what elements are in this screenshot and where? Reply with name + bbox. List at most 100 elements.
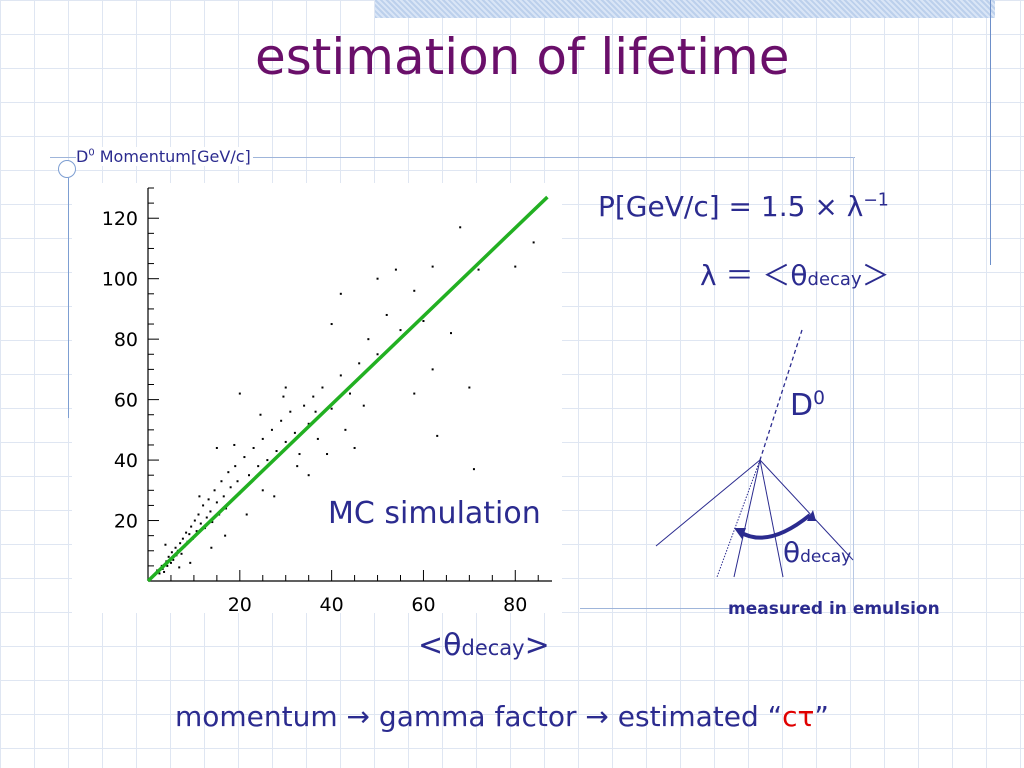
data-point — [472, 468, 475, 471]
data-point — [385, 313, 388, 316]
data-point — [303, 404, 306, 407]
right-decoration-line — [990, 0, 991, 265]
x-axis-label: <θdecay> — [418, 628, 550, 663]
data-point — [245, 513, 248, 516]
data-point — [167, 555, 170, 558]
data-point — [210, 546, 213, 549]
d0-label-text: D — [790, 388, 814, 423]
data-point — [326, 453, 329, 456]
c-tau-highlight: cτ — [782, 700, 815, 733]
data-point — [314, 410, 317, 413]
data-point — [236, 480, 239, 483]
lambda-formula-prefix: λ ＝ ＜θ — [700, 259, 808, 292]
y-tick-label: 60 — [114, 390, 138, 412]
scatter-plot-svg: 20 40 60 80 100 120 20 40 60 80 — [102, 187, 552, 616]
data-point — [450, 332, 452, 335]
decay-track-center-left — [733, 459, 761, 578]
decay-diagram — [655, 329, 854, 578]
data-point — [270, 428, 273, 431]
decay-track-left — [655, 459, 761, 547]
theta-subscript: decay — [800, 547, 852, 567]
data-point — [225, 507, 228, 510]
x-axis-label-prefix: <θ — [418, 628, 462, 663]
conclusion-line: momentum → gamma factor → estimated “cτ” — [175, 700, 829, 733]
data-point — [477, 268, 480, 271]
data-point — [316, 437, 319, 440]
data-point — [413, 289, 416, 292]
data-point — [197, 513, 200, 516]
data-point — [280, 419, 283, 422]
top-decoration-bar — [375, 0, 995, 18]
data-point — [307, 474, 310, 477]
data-point — [158, 572, 161, 575]
data-point — [222, 495, 225, 498]
data-point — [169, 561, 172, 564]
data-point — [422, 320, 425, 323]
data-point — [185, 531, 188, 534]
divider-circle-ornament — [58, 160, 76, 178]
data-point — [284, 440, 287, 443]
data-point — [193, 519, 196, 522]
theta-symbol: θ — [783, 536, 801, 569]
data-point — [330, 323, 333, 326]
data-point — [298, 453, 301, 456]
header-divider-line — [50, 157, 855, 158]
data-point — [224, 534, 227, 537]
data-point — [284, 386, 287, 389]
data-point — [238, 392, 241, 395]
data-point — [376, 353, 379, 356]
data-point — [205, 516, 208, 519]
data-point — [243, 456, 246, 459]
data-point — [234, 465, 237, 468]
data-point — [399, 329, 402, 332]
decay-track-center-right — [759, 459, 784, 578]
x-tick-label: 40 — [320, 594, 344, 613]
data-point — [367, 338, 370, 341]
data-point — [266, 459, 269, 462]
data-point — [436, 434, 439, 437]
content-divider-line — [853, 157, 854, 607]
data-point — [202, 504, 205, 507]
data-point — [293, 431, 296, 434]
lambda-formula-subscript: decay — [807, 269, 862, 290]
data-point — [289, 410, 292, 413]
angle-arc — [738, 513, 812, 540]
d0-particle-label: D0 — [790, 388, 825, 423]
data-point — [459, 226, 462, 229]
data-point — [190, 525, 193, 528]
data-point — [431, 368, 434, 371]
data-point — [514, 265, 517, 268]
data-point — [349, 392, 351, 395]
measured-in-emulsion-caption: measured in emulsion — [728, 599, 940, 619]
data-point — [195, 530, 198, 533]
y-axis-label: D0 Momentum[GeV/c] — [76, 147, 253, 166]
data-point — [353, 446, 356, 449]
data-point — [261, 489, 264, 492]
data-point — [339, 292, 342, 295]
data-point — [179, 542, 182, 545]
x-tick-label: 80 — [503, 594, 527, 613]
data-point — [394, 268, 397, 271]
data-point — [189, 561, 192, 564]
d0-label-superscript: 0 — [813, 388, 825, 409]
data-point — [164, 543, 167, 546]
data-point — [227, 471, 230, 474]
y-tick-label: 80 — [114, 329, 138, 351]
x-axis-label-suffix: > — [524, 628, 550, 663]
y-tick-label: 40 — [114, 450, 138, 472]
data-point — [207, 498, 210, 501]
lambda-formula-suffix: ＞ — [861, 259, 890, 292]
y-tick-label: 100 — [102, 269, 138, 291]
incoming-track — [759, 329, 803, 461]
data-point — [358, 362, 361, 365]
data-point — [339, 374, 342, 377]
y-axis-label-superscript: 0 — [88, 147, 95, 159]
data-point — [220, 480, 223, 483]
data-point — [166, 564, 169, 567]
scatter-plot: 20 40 60 80 100 120 20 40 60 80 — [72, 183, 562, 616]
data-point — [282, 395, 285, 398]
data-point — [330, 407, 333, 410]
decay-track-right — [759, 459, 854, 561]
y-axis-label-prefix: D — [76, 147, 89, 166]
data-point — [181, 537, 184, 540]
